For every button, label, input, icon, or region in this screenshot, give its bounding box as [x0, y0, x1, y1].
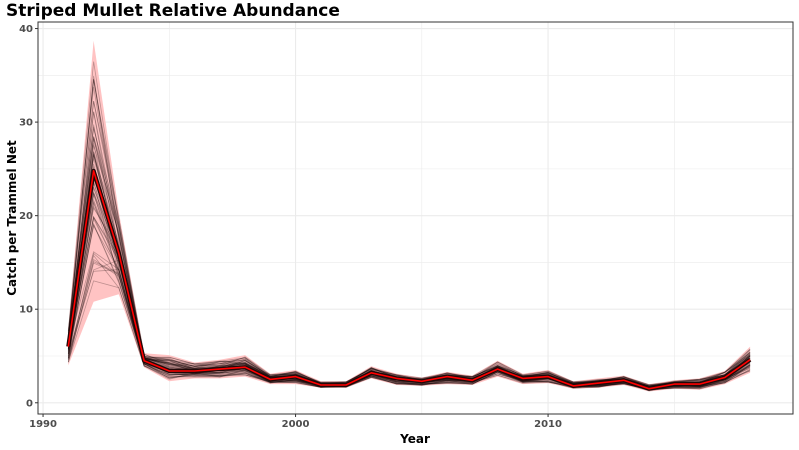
y-axis: 0 10 20 30 40 — [19, 24, 38, 409]
chart-title: Striped Mullet Relative Abundance — [6, 1, 340, 21]
y-tick-label: 40 — [19, 24, 33, 35]
grid-minor-lines — [38, 22, 793, 414]
x-tick-label: 2010 — [534, 419, 562, 430]
panel-background — [38, 22, 793, 414]
iteration-line — [67, 79, 751, 387]
iteration-line — [67, 280, 751, 392]
y-tick-label: 0 — [26, 398, 33, 409]
grid-major-lines — [38, 22, 793, 414]
y-tick-label: 20 — [19, 211, 33, 222]
mean-line — [67, 170, 751, 390]
iteration-line — [67, 215, 751, 391]
panel-border — [37, 21, 794, 415]
iteration-line — [67, 101, 751, 387]
x-axis: 1990 2000 2010 — [29, 414, 562, 430]
y-tick-label: 10 — [19, 305, 33, 316]
y-axis-title: Catch per Trammel Net — [5, 140, 19, 296]
x-tick-label: 1990 — [29, 419, 57, 430]
mean-line-layer — [66, 168, 752, 391]
iteration-line — [67, 79, 751, 386]
iteration-line — [67, 258, 751, 391]
iteration-line — [67, 128, 751, 386]
x-axis-title: Year — [399, 432, 430, 446]
y-tick-label: 30 — [19, 118, 33, 129]
x-tick-label: 2000 — [282, 419, 310, 430]
